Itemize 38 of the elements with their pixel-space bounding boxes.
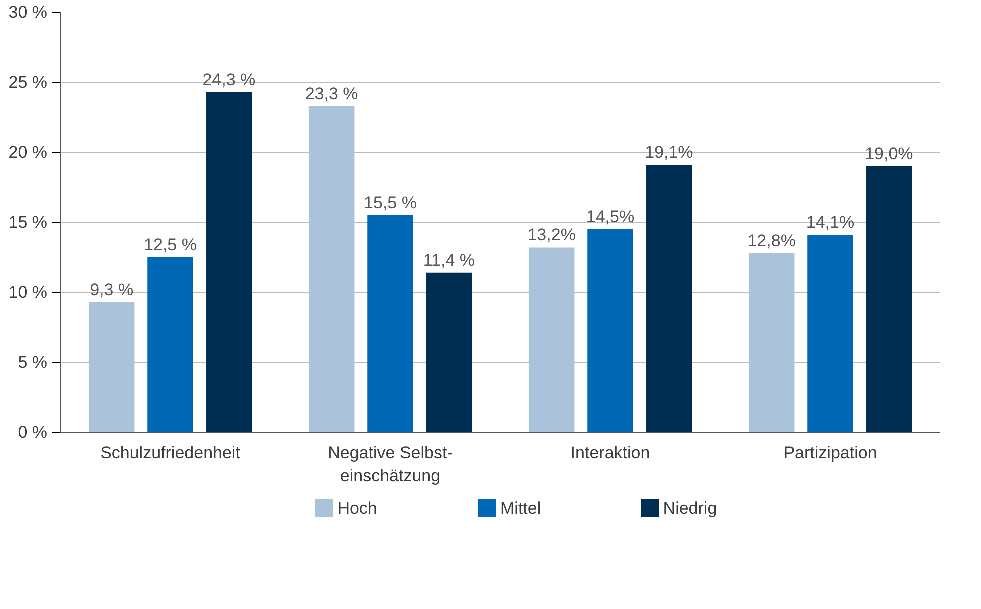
x-tick-label: Schulzufriedenheit [100, 444, 241, 462]
bar [426, 272, 472, 432]
bar [866, 166, 912, 432]
legend-label: Hoch [338, 499, 378, 518]
x-tick-label: Negative Selbst- einschätzung [328, 444, 453, 486]
data-label: 14,1% [806, 213, 855, 232]
y-tick-label: 10 % [8, 283, 48, 302]
data-label: 9,3 % [90, 280, 134, 300]
bar [368, 216, 414, 432]
x-tick-label: Interaktion [570, 444, 650, 462]
legend-label: Mittel [500, 499, 542, 518]
y-tick-label: 25 % [8, 73, 48, 92]
bar [646, 165, 692, 432]
bar [748, 253, 795, 432]
y-tick-label: 30 % [8, 3, 48, 22]
data-label: 24,3 % [202, 70, 256, 90]
data-label: 19,0% [865, 144, 914, 164]
bar [308, 106, 355, 432]
y-tick-label: 20 % [8, 143, 48, 162]
legend-label: Niedrig [663, 499, 718, 518]
data-label: 12,5 % [144, 236, 197, 254]
data-label: 13,2% [528, 226, 576, 245]
bar [528, 248, 575, 432]
data-label: 14,5% [586, 208, 635, 226]
data-label: 15,5 % [364, 194, 417, 212]
data-label: 23,3 % [305, 84, 358, 104]
bar [808, 235, 854, 432]
y-tick-label: 5 % [18, 353, 48, 372]
x-tick-label: Partizipation [784, 444, 878, 462]
bar [148, 258, 194, 432]
data-label: 11,4 % [423, 250, 476, 270]
y-tick-label: 0 % [18, 423, 48, 442]
data-label: 12,8% [748, 231, 796, 250]
y-tick-label: 15 % [8, 213, 48, 232]
bar [588, 230, 634, 432]
bar [88, 302, 135, 432]
data-label: 19,1% [645, 143, 694, 162]
bar [206, 92, 252, 432]
